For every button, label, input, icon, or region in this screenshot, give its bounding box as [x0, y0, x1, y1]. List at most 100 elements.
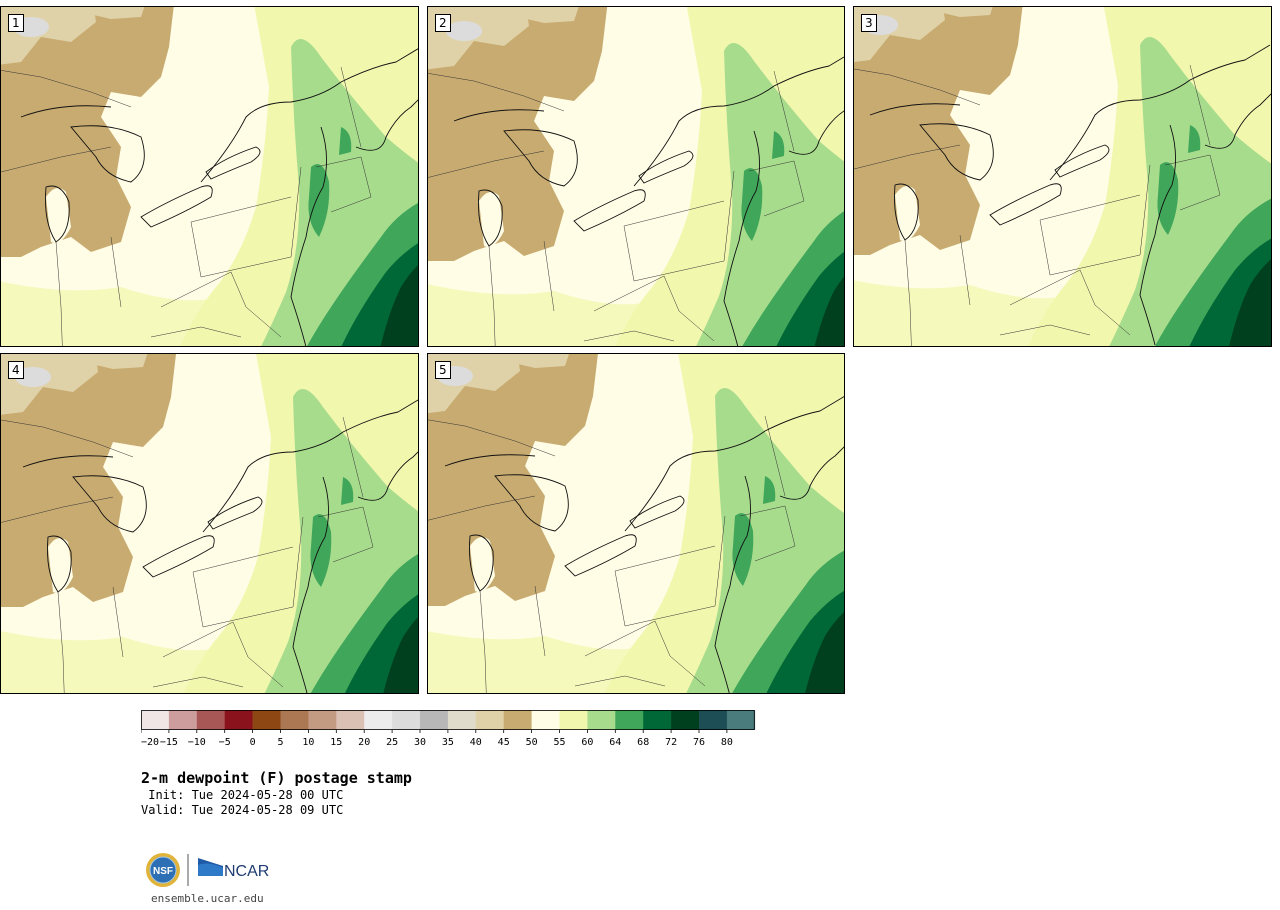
colorbar-tick-label: 20	[358, 737, 370, 748]
colorbar-tick-label: 15	[330, 737, 342, 748]
colorbar-tick-label: 5	[277, 737, 283, 748]
state-boundary	[192, 571, 294, 628]
dry-light-region-2	[77, 7, 145, 19]
coastline	[70, 125, 145, 183]
state-boundary	[1164, 154, 1221, 211]
lake-area	[895, 186, 920, 241]
colorbar-tick-label: −10	[188, 737, 206, 748]
coastline	[469, 534, 494, 592]
colorbar-bin	[475, 710, 504, 730]
map-panel-5: 5	[427, 353, 845, 694]
colorbar-bin	[420, 710, 449, 730]
map-field	[854, 7, 1271, 346]
lake-area	[48, 538, 73, 593]
green-patch	[772, 131, 785, 159]
yellow-south	[428, 284, 654, 346]
state-boundary	[428, 150, 545, 178]
colorbar-bin	[503, 710, 532, 730]
state-boundary	[55, 241, 63, 346]
colorbar-tick-label: 80	[721, 737, 733, 748]
state-boundary	[428, 495, 536, 521]
colorbar-bin	[336, 710, 365, 730]
colorbar-bin	[364, 710, 393, 730]
state-boundary	[190, 196, 292, 223]
coastline	[45, 185, 70, 243]
state-boundary	[1009, 269, 1081, 306]
state-boundary	[623, 200, 725, 227]
state-boundary	[192, 546, 294, 573]
colorbar-bin	[196, 710, 225, 730]
map-field	[428, 7, 844, 346]
map-panel-1: 1	[0, 6, 419, 347]
state-boundary	[317, 506, 374, 563]
state-boundary	[654, 620, 706, 687]
panel-label-1: 1	[8, 14, 24, 32]
coastline	[1204, 93, 1271, 149]
yellow-south	[1, 281, 221, 346]
coastline	[22, 455, 114, 468]
state-boundary	[57, 591, 65, 693]
state-boundary	[614, 570, 716, 627]
state-boundary	[854, 68, 981, 106]
coastline	[564, 534, 637, 577]
colorbar-tick-label: 50	[526, 737, 538, 748]
coastline	[869, 103, 961, 116]
darkest-green-band	[814, 276, 844, 346]
coastline	[205, 146, 261, 180]
state-boundary	[190, 221, 292, 278]
coastline	[47, 535, 72, 593]
colorbar-bin	[699, 710, 728, 730]
svg-text:NSF: NSF	[153, 866, 173, 877]
coastline	[633, 56, 844, 187]
colorbar-tick-label: −5	[219, 737, 231, 748]
coastline	[989, 183, 1062, 226]
colorbar-bin	[252, 710, 281, 730]
title-block: 2-m dewpoint (F) postage stamp Init: Tue…	[141, 768, 412, 818]
coastline	[357, 451, 418, 501]
coastline	[290, 126, 327, 346]
coastline	[779, 446, 844, 500]
state-boundary	[574, 675, 666, 687]
coastline	[624, 396, 844, 532]
state-boundary	[290, 166, 302, 258]
state-boundary	[428, 419, 556, 457]
coastline	[202, 399, 418, 533]
coastline	[1054, 144, 1110, 178]
state-boundary	[714, 515, 726, 607]
colorbar-bin	[224, 710, 253, 730]
state-boundary	[315, 156, 372, 213]
dry-light-region-2	[499, 354, 569, 368]
state-boundary	[292, 516, 304, 608]
state-boundary	[623, 225, 725, 282]
coastline	[478, 189, 503, 247]
state-boundary	[1, 496, 114, 523]
state-boundary	[479, 590, 487, 693]
colorbar-tick-label: 60	[581, 737, 593, 748]
gray-patch	[15, 367, 51, 387]
panel-label-3: 3	[861, 14, 877, 32]
colorbar-tick-label: 72	[665, 737, 677, 748]
coastline	[1049, 44, 1271, 181]
coastline	[200, 48, 418, 183]
colorbar-tick-label: −20	[141, 737, 159, 748]
nsf-seal-icon: NSF	[146, 853, 180, 887]
panel-label-5: 5	[435, 361, 451, 379]
colorbar-bin	[671, 710, 700, 730]
state-boundary	[999, 324, 1091, 336]
colorbar-bin	[643, 710, 672, 730]
green-patch	[1188, 125, 1201, 153]
state-boundary	[152, 676, 244, 688]
colorbar-bin	[392, 710, 421, 730]
green-patch	[339, 127, 352, 155]
state-boundary	[663, 275, 715, 342]
coastline	[355, 99, 418, 151]
state-boundary	[162, 621, 234, 658]
state-boundary	[534, 585, 546, 657]
dewpoint-map-5	[428, 354, 844, 693]
colorbar-tick-label: 64	[609, 737, 621, 748]
colorbar-tick-label: 35	[442, 737, 454, 748]
coastline	[1139, 124, 1176, 346]
state-boundary	[959, 234, 971, 306]
state-boundary	[230, 271, 282, 338]
darkest-green-band	[1229, 259, 1271, 346]
